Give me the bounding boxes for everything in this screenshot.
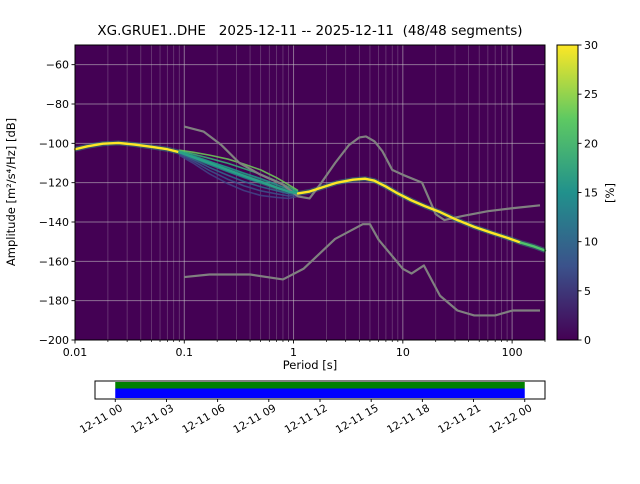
axes-frame (74, 44, 546, 341)
noise-model-line-low (184, 223, 540, 317)
psd-mode-line-segment (519, 241, 547, 252)
psd-spread-strand (179, 149, 299, 192)
psd-spread-strand (178, 153, 299, 197)
colorbar-label: [%] (603, 183, 617, 203)
x-tick-label: 0.1 (176, 346, 194, 359)
colorbar-tick-label: 25 (584, 88, 598, 101)
timeline-tick-label: 12-11 15 (334, 402, 381, 436)
psd-spread-strand (178, 154, 299, 200)
colorbar-tick-label: 20 (584, 137, 598, 150)
colorbar-tick-label: 15 (584, 187, 598, 200)
y-tick-label: −180 (39, 295, 69, 308)
psd-mode-line-segment (296, 177, 522, 244)
timeline-tick-label: 12-11 21 (436, 402, 483, 436)
x-axis-label: Period [s] (283, 358, 337, 372)
y-tick-label: −160 (39, 255, 69, 268)
noise-model-line-high (184, 125, 541, 222)
y-tick-label: −60 (46, 59, 69, 72)
psd-spread-strand (178, 152, 299, 196)
psd-mode-line-segment (73, 141, 181, 154)
y-tick-label: −100 (39, 137, 69, 150)
plot-title: XG.GRUE1..DHE 2025-12-11 -- 2025-12-11 (… (97, 23, 522, 39)
timeline-tick-label: 12-11 00 (78, 402, 125, 436)
timeline-tick-label: 12-12 00 (487, 402, 534, 436)
y-axis-label: Amplitude [m²/s⁴/Hz] [dB] (4, 118, 18, 266)
timeline-tick-label: 12-11 03 (129, 402, 176, 436)
psd-mode-line-segment (178, 150, 300, 195)
x-tick-label: 100 (502, 346, 523, 359)
y-tick-label: −80 (46, 98, 69, 111)
timeline-tick-label: 12-11 12 (283, 402, 330, 436)
timeline-coverage-top (115, 382, 525, 389)
x-tick-label: 0.01 (63, 346, 88, 359)
colorbar-tick-label: 5 (584, 285, 591, 298)
timeline-coverage-bottom (115, 388, 525, 398)
psd-spread-strand (179, 151, 299, 194)
x-tick-label: 1 (290, 346, 297, 359)
x-tick-label: 10 (396, 346, 410, 359)
generated-plot-layers: 0.01 0.1 1 10 100−200−180−160−140−120−100−80… (39, 39, 598, 436)
colorbar-tick-label: 30 (584, 39, 598, 52)
colorbar-tick-label: 10 (584, 236, 598, 249)
timeline-tick-label: 12-11 18 (385, 402, 432, 436)
y-tick-label: −200 (39, 334, 69, 347)
timeline-tick-label: 12-11 09 (231, 402, 278, 436)
colorbar (556, 44, 579, 341)
colorbar-tick-label: 0 (584, 334, 591, 347)
y-tick-label: −140 (39, 216, 69, 229)
timeline-tick-label: 12-11 06 (180, 402, 227, 436)
y-tick-label: −120 (39, 177, 69, 190)
